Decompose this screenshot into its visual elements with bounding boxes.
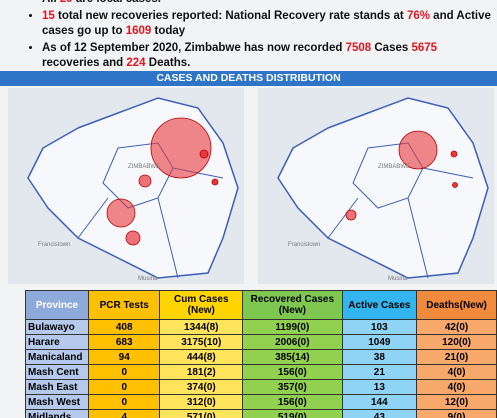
table-cell: Midlands — [25, 409, 89, 418]
table-cell: 4 — [87, 409, 161, 418]
table-cell: 181(2) — [159, 364, 244, 380]
table-cell: 156(0) — [242, 364, 343, 380]
table-row: Mash Cent 0 181(2) 156(0) 21 4(0) — [25, 364, 497, 380]
bullet-text: today — [151, 25, 186, 37]
table-row: Bulawayo 408 1344(8) 1199(0) 103 42(0) — [25, 319, 497, 335]
table-row: Harare 683 3175(10) 2006(0) 1049 120(0) — [25, 334, 497, 350]
map-cases: ZIMBABWE Francistown Musina — [8, 88, 244, 284]
bullet-text: recoveries and — [42, 57, 127, 69]
bullet: 15 total new recoveries reported: Nation… — [42, 9, 492, 39]
header-cell: PCR Tests — [87, 290, 161, 320]
table-row: Midlands 4 571(0) 519(0) 43 9(0) — [25, 409, 497, 418]
bullet-text: 15 — [42, 10, 55, 22]
table-cell: 444(8) — [159, 349, 244, 365]
table-cell: 0 — [87, 394, 161, 410]
table-cell: 9(0) — [416, 409, 497, 418]
bullet-text: Cases — [371, 42, 412, 54]
bullet-text: total new recoveries reported: National … — [54, 10, 407, 22]
table-row: Mash East 0 374(0) 357(0) 13 4(0) — [25, 379, 497, 395]
table-cell: 103 — [341, 319, 418, 335]
table-cell: 94 — [87, 349, 161, 365]
table-row: Mash West 0 312(0) 156(0) 144 12(0) — [25, 394, 497, 410]
table-cell: 1049 — [341, 334, 418, 350]
bullet: As of 12 September 2020, Zimbabwe has no… — [42, 41, 492, 71]
table-cell: 42(0) — [416, 319, 497, 335]
header-cell: Province — [25, 290, 89, 320]
table-cell: 312(0) — [159, 394, 244, 410]
bullet-text: 1609 — [125, 25, 152, 37]
table-cell: 4(0) — [416, 379, 497, 395]
table-cell: Mash Cent — [25, 364, 89, 380]
bullet-text: are local cases. — [73, 0, 161, 5]
table-cell: 1344(8) — [159, 319, 244, 335]
bullet-list: All 29 are local cases. 15 total new reco… — [22, 0, 492, 73]
table-cell: 385(14) — [242, 349, 343, 365]
table-row: Manicaland 94 444(8) 385(14) 38 21(0) — [25, 349, 497, 365]
map-deaths: ZIMBABWE Francistown Musina — [258, 88, 494, 284]
table-cell: 374(0) — [159, 379, 244, 395]
bullet-text: 29 — [60, 0, 73, 5]
table-cell: Bulawayo — [25, 319, 89, 335]
table-cell: 21 — [341, 364, 418, 380]
bullet-text: 5675 — [411, 42, 438, 54]
table-cell: 1199(0) — [242, 319, 343, 335]
bullet-text: All — [42, 0, 60, 5]
province-table: Province PCR Tests Cum Cases (New) Recovere… — [25, 290, 497, 418]
table-cell: 571(0) — [159, 409, 244, 418]
table-cell: 43 — [341, 409, 418, 418]
bullet-text: and Active cases go up to — [42, 10, 491, 37]
table-cell: 3175(10) — [159, 334, 244, 350]
table-cell: 357(0) — [242, 379, 343, 395]
table-cell: 4(0) — [416, 364, 497, 380]
header-cell: Recovered Cases (New) — [242, 290, 343, 320]
table-cell: 12(0) — [416, 394, 497, 410]
table-cell: 144 — [341, 394, 418, 410]
table-cell: 13 — [341, 379, 418, 395]
table-cell: 21(0) — [416, 349, 497, 365]
table-cell: Mash West — [25, 394, 89, 410]
table-cell: 120(0) — [416, 334, 497, 350]
bullet-text: 224 — [126, 57, 146, 69]
bullet: All 29 are local cases. — [42, 0, 492, 7]
table-cell: 0 — [87, 364, 161, 380]
table-cell: 156(0) — [242, 394, 343, 410]
map-label: Francistown — [288, 242, 320, 248]
banner: CASES AND DEATHS DISTRIBUTION — [0, 71, 497, 86]
table-cell: Harare — [25, 334, 89, 350]
bullet-text: 7508 — [345, 42, 372, 54]
table-cell: Mash East — [25, 379, 89, 395]
map-label: Francistown — [38, 242, 70, 248]
map-label: ZIMBABWE — [128, 164, 160, 170]
table-cell: Manicaland — [25, 349, 89, 365]
header-cell: Cum Cases (New) — [159, 290, 244, 320]
table-cell: 683 — [87, 334, 161, 350]
bullet-text: 76% — [406, 10, 430, 22]
bullet-text: Deaths. — [145, 57, 191, 69]
table-cell: 38 — [341, 349, 418, 365]
table-cell: 519(0) — [242, 409, 343, 418]
bullet-text: As of 12 September 2020, Zimbabwe has no… — [42, 42, 346, 54]
table-cell: 408 — [87, 319, 161, 335]
table-cell: 2006(0) — [242, 334, 343, 350]
header-cell: Deaths(New) — [416, 290, 497, 320]
map-label: Musina — [138, 276, 158, 282]
map-label: Musina — [388, 276, 408, 282]
header-row: Province PCR Tests Cum Cases (New) Recovere… — [25, 290, 497, 320]
map-label: ZIMBABWE — [378, 164, 410, 170]
header-cell: Active Cases — [341, 290, 418, 320]
table-cell: 0 — [87, 379, 161, 395]
